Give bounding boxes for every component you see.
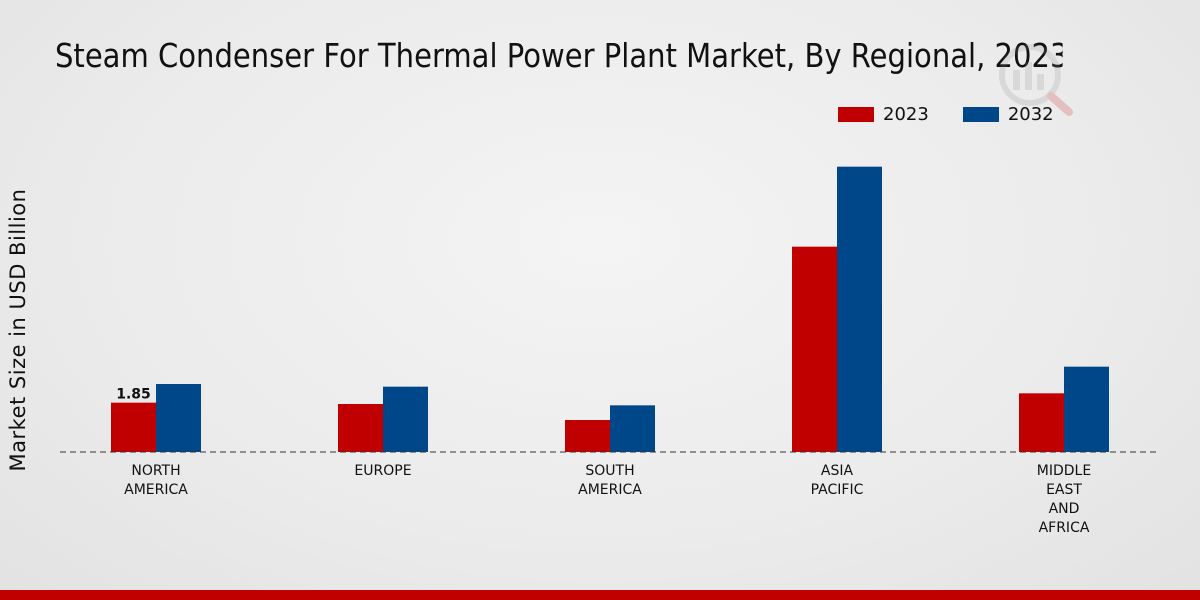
bars-group (111, 166, 1109, 452)
bar-2032-south-america (610, 405, 655, 452)
legend-item-2023: 2023 (838, 104, 929, 125)
watermark-logo-icon (999, 44, 1073, 116)
bar-2032-middle-east-and-africa (1064, 366, 1109, 452)
legend: 2023 2032 (838, 104, 1088, 125)
bar-2023-south-america (565, 420, 610, 452)
bar-2023-middle-east-and-africa (1019, 393, 1064, 452)
bar-2023-asia-pacific (792, 246, 837, 452)
data-labels: 1.85 (116, 387, 151, 403)
legend-swatch-2023 (838, 107, 874, 122)
bar-2023-north-america (111, 402, 156, 452)
x-tick-label: EUROPE (354, 463, 411, 479)
footer-bar (0, 590, 1200, 600)
bar-2023-europe (338, 404, 383, 452)
x-tick-labels: NORTH AMERICA EUROPE SOUTH AMERICA ASIA PACIFI… (124, 463, 1091, 536)
x-tick-label: MIDDLE EAST AND AFRICA (1037, 463, 1091, 536)
data-label: 1.85 (116, 387, 151, 403)
x-tick-label: ASIA PACIFIC (811, 463, 864, 498)
legend-label-2023: 2023 (883, 104, 929, 125)
bar-2032-north-america (156, 384, 201, 452)
chart-title: Steam Condenser For Thermal Power Plant … (55, 36, 1063, 75)
x-tick-label: NORTH AMERICA (124, 463, 188, 498)
x-tick-label: SOUTH AMERICA (578, 463, 642, 498)
bar-2032-europe (383, 386, 428, 452)
legend-item-2032: 2032 (962, 104, 1054, 125)
legend-label-2032: 2032 (1007, 104, 1054, 125)
legend-swatch-2032 (962, 107, 999, 122)
bar-2032-asia-pacific (837, 166, 882, 452)
